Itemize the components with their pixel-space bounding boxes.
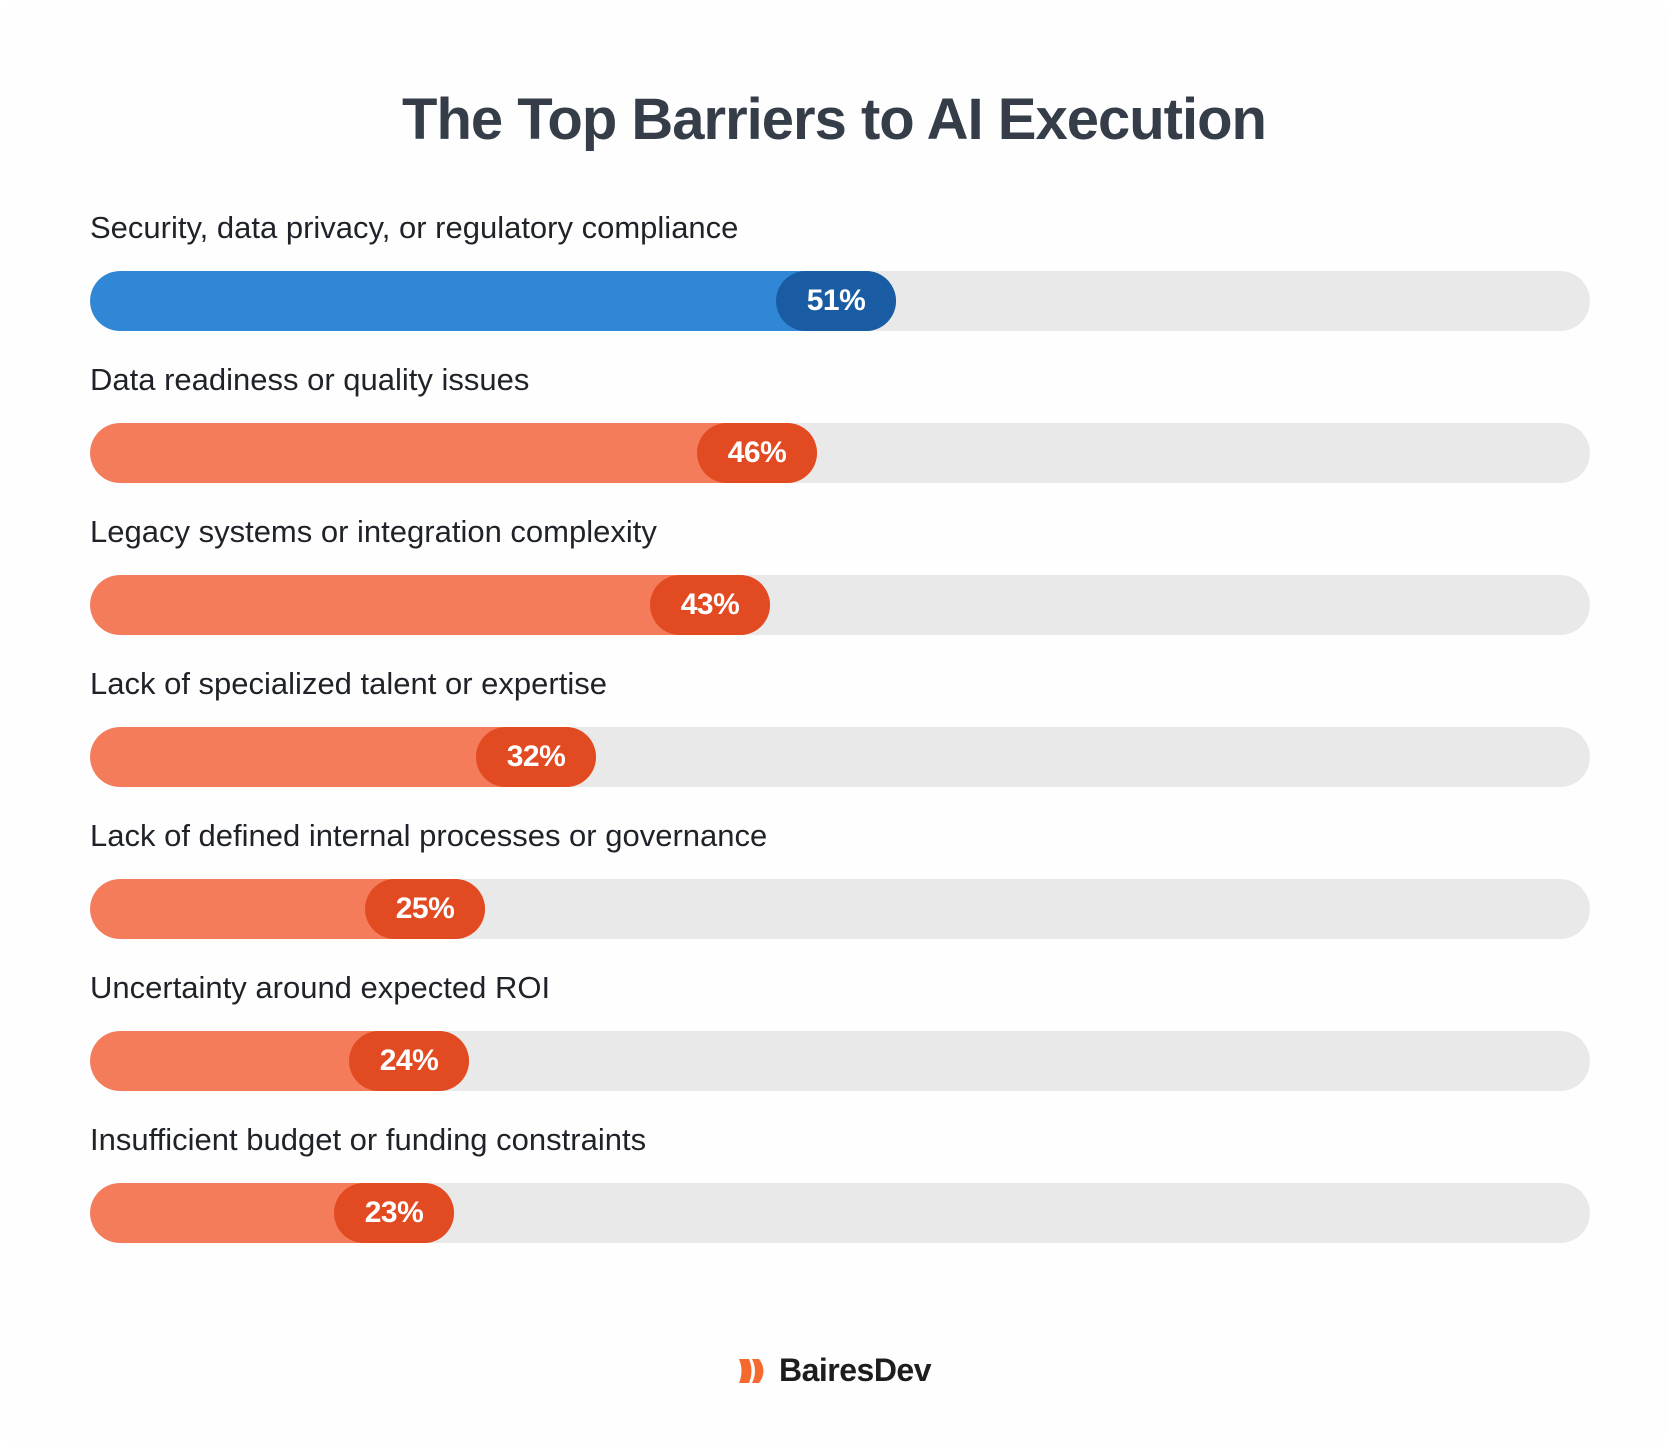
bar-row: Insufficient budget or funding constrain… [90, 1122, 1590, 1274]
category-label: Security, data privacy, or regulatory co… [90, 210, 739, 245]
bar-row: Lack of defined internal processes or go… [90, 818, 1590, 970]
bar-list: Security, data privacy, or regulatory co… [90, 210, 1590, 1274]
brand-name: BairesDev [778, 1352, 932, 1388]
category-label: Uncertainty around expected ROI [90, 970, 551, 1005]
bar-row: Lack of specialized talent or expertise 3… [90, 666, 1590, 818]
value-badge: 32% [476, 727, 596, 787]
bar-fill [90, 423, 817, 483]
bar-track: 51% [90, 271, 1590, 331]
bar-row: Data readiness or quality issues 46% [90, 362, 1590, 514]
category-label: Lack of specialized talent or expertise [90, 666, 607, 701]
bar-track: 25% [90, 879, 1590, 939]
bar-track: 23% [90, 1183, 1590, 1243]
bar-track: 43% [90, 575, 1590, 635]
category-label: Data readiness or quality issues [90, 362, 530, 397]
value-badge: 24% [349, 1031, 469, 1091]
bairesdev-logo-icon [738, 1358, 764, 1383]
value-badge: 25% [365, 879, 485, 939]
brand-footer: BairesDev [0, 1352, 1668, 1389]
bar-fill [90, 271, 896, 331]
bar-row: Uncertainty around expected ROI 24% [90, 970, 1590, 1122]
bar-track: 24% [90, 1031, 1590, 1091]
value-badge: 43% [650, 575, 770, 635]
category-label: Legacy systems or integration complexity [90, 514, 657, 549]
category-label: Lack of defined internal processes or go… [90, 818, 768, 853]
value-badge: 46% [697, 423, 817, 483]
bar-row: Legacy systems or integration complexity… [90, 514, 1590, 666]
category-label: Insufficient budget or funding constrain… [90, 1122, 647, 1157]
bar-track: 46% [90, 423, 1590, 483]
value-badge: 23% [334, 1183, 454, 1243]
chart-title: The Top Barriers to AI Execution [402, 87, 1267, 152]
value-badge: 51% [776, 271, 896, 331]
bar-row: Security, data privacy, or regulatory co… [90, 210, 1590, 362]
bar-track: 32% [90, 727, 1590, 787]
